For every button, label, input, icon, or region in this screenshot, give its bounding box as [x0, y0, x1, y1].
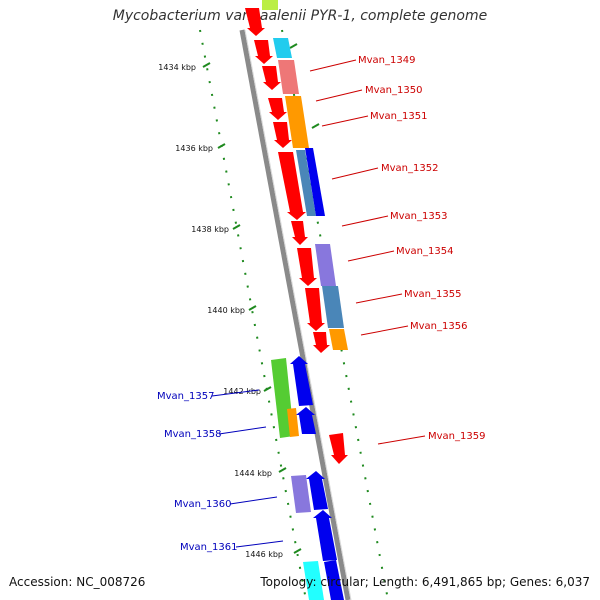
- feature-segment[interactable]: [296, 150, 316, 216]
- label-leader: [347, 250, 395, 262]
- gene-arrow[interactable]: [287, 408, 299, 437]
- gene-arrow[interactable]: [273, 122, 292, 148]
- kbp-label-1442: 1442 kbp: [223, 387, 261, 396]
- reverse-labels: Mvan_1357 Mvan_1358 Mvan_1360 Mvan_1361: [157, 389, 284, 553]
- gene-label-mvan-1354[interactable]: Mvan_1354: [396, 246, 453, 257]
- label-leader: [341, 215, 389, 227]
- feature-segment[interactable]: [278, 60, 299, 94]
- label-leader: [315, 89, 363, 102]
- kbp-label-1434: 1434 kbp: [158, 63, 196, 72]
- gene-label-mvan-1352[interactable]: Mvan_1352: [381, 163, 438, 174]
- gene-arrow[interactable]: [245, 8, 265, 36]
- label-leader: [377, 435, 426, 445]
- gene-label-mvan-1360[interactable]: Mvan_1360: [174, 499, 231, 510]
- scale-tick-1434: [202, 62, 211, 68]
- gene-arrow[interactable]: [291, 475, 311, 513]
- kbp-label-1436: 1436 kbp: [175, 144, 213, 153]
- feature-segments: [262, 0, 348, 350]
- scale-tick-outer-1: [289, 43, 298, 49]
- gene-arrow[interactable]: [306, 471, 328, 510]
- feature-segment[interactable]: [305, 148, 325, 216]
- label-leader: [309, 59, 357, 72]
- feature-segment[interactable]: [315, 244, 336, 286]
- label-leader: [321, 115, 369, 127]
- genome-backbone: [239, 29, 351, 600]
- scale-tick-1442: [263, 386, 272, 392]
- feature-segment[interactable]: [262, 0, 278, 10]
- label-leader: [355, 293, 403, 304]
- scale-labels: 1434 kbp 1436 kbp 1438 kbp 1440 kbp 1442…: [158, 63, 283, 559]
- gene-arrow[interactable]: [313, 510, 337, 561]
- genome-backbone-highlight: [244, 29, 352, 600]
- gene-arrow[interactable]: [254, 40, 273, 64]
- kbp-label-1440: 1440 kbp: [207, 306, 245, 315]
- label-leader: [211, 389, 260, 397]
- scale-ticks: [202, 43, 320, 554]
- gene-label-mvan-1353[interactable]: Mvan_1353: [390, 211, 447, 222]
- scale-tick-1446: [293, 548, 302, 554]
- feature-segment[interactable]: [329, 329, 348, 350]
- gene-arrow[interactable]: [296, 407, 316, 434]
- feature-segment[interactable]: [273, 38, 292, 58]
- gene-arrow[interactable]: [297, 248, 317, 286]
- kbp-label-1444: 1444 kbp: [234, 469, 272, 478]
- gene-arrow[interactable]: [278, 152, 306, 220]
- gene-label-mvan-1355[interactable]: Mvan_1355: [404, 289, 461, 300]
- gene-arrow[interactable]: [329, 433, 348, 464]
- gene-arrow[interactable]: [313, 332, 330, 353]
- gene-label-mvan-1349[interactable]: Mvan_1349: [358, 55, 415, 66]
- map-title: Mycobacterium vanbaalenii PYR-1, complet…: [112, 8, 488, 24]
- gene-arrow[interactable]: [303, 561, 324, 600]
- gene-label-mvan-1356[interactable]: Mvan_1356: [410, 321, 467, 332]
- gene-label-mvan-1350[interactable]: Mvan_1350: [365, 85, 422, 96]
- label-leader: [218, 426, 267, 435]
- scale-tick-1444: [278, 467, 287, 473]
- scale-tick-1440: [248, 305, 257, 311]
- scale-tick-outer-2: [311, 123, 320, 129]
- gene-arrow[interactable]: [262, 66, 281, 90]
- gene-label-mvan-1358[interactable]: Mvan_1358: [164, 429, 221, 440]
- gene-label-mvan-1359[interactable]: Mvan_1359: [428, 431, 485, 442]
- reverse-genes: [271, 356, 344, 600]
- label-leader: [229, 496, 278, 505]
- accession-text: Accession: NC_008726: [9, 575, 146, 589]
- gene-arrow[interactable]: [324, 560, 344, 600]
- forward-labels: Mvan_1349 Mvan_1350 Mvan_1351 Mvan_1352 …: [309, 55, 485, 445]
- kbp-label-1438: 1438 kbp: [191, 225, 229, 234]
- gene-arrow[interactable]: [268, 98, 287, 120]
- scale-tick-1436: [217, 143, 226, 149]
- label-leader: [235, 540, 284, 548]
- feature-segment[interactable]: [322, 286, 344, 328]
- gene-arrow[interactable]: [291, 221, 308, 245]
- label-leader: [360, 325, 409, 336]
- kbp-label-1446: 1446 kbp: [245, 550, 283, 559]
- label-leader: [331, 167, 379, 180]
- scale-tick-1438: [232, 224, 241, 230]
- gene-arrow[interactable]: [290, 356, 313, 406]
- gene-label-mvan-1357[interactable]: Mvan_1357: [157, 391, 214, 402]
- gene-arrow[interactable]: [305, 288, 325, 331]
- gene-label-mvan-1361[interactable]: Mvan_1361: [180, 542, 237, 553]
- forward-genes: [245, 8, 348, 464]
- gene-label-mvan-1351[interactable]: Mvan_1351: [370, 111, 427, 122]
- topology-text: Topology: circular; Length: 6,491,865 bp…: [260, 575, 590, 589]
- feature-segment[interactable]: [285, 96, 309, 148]
